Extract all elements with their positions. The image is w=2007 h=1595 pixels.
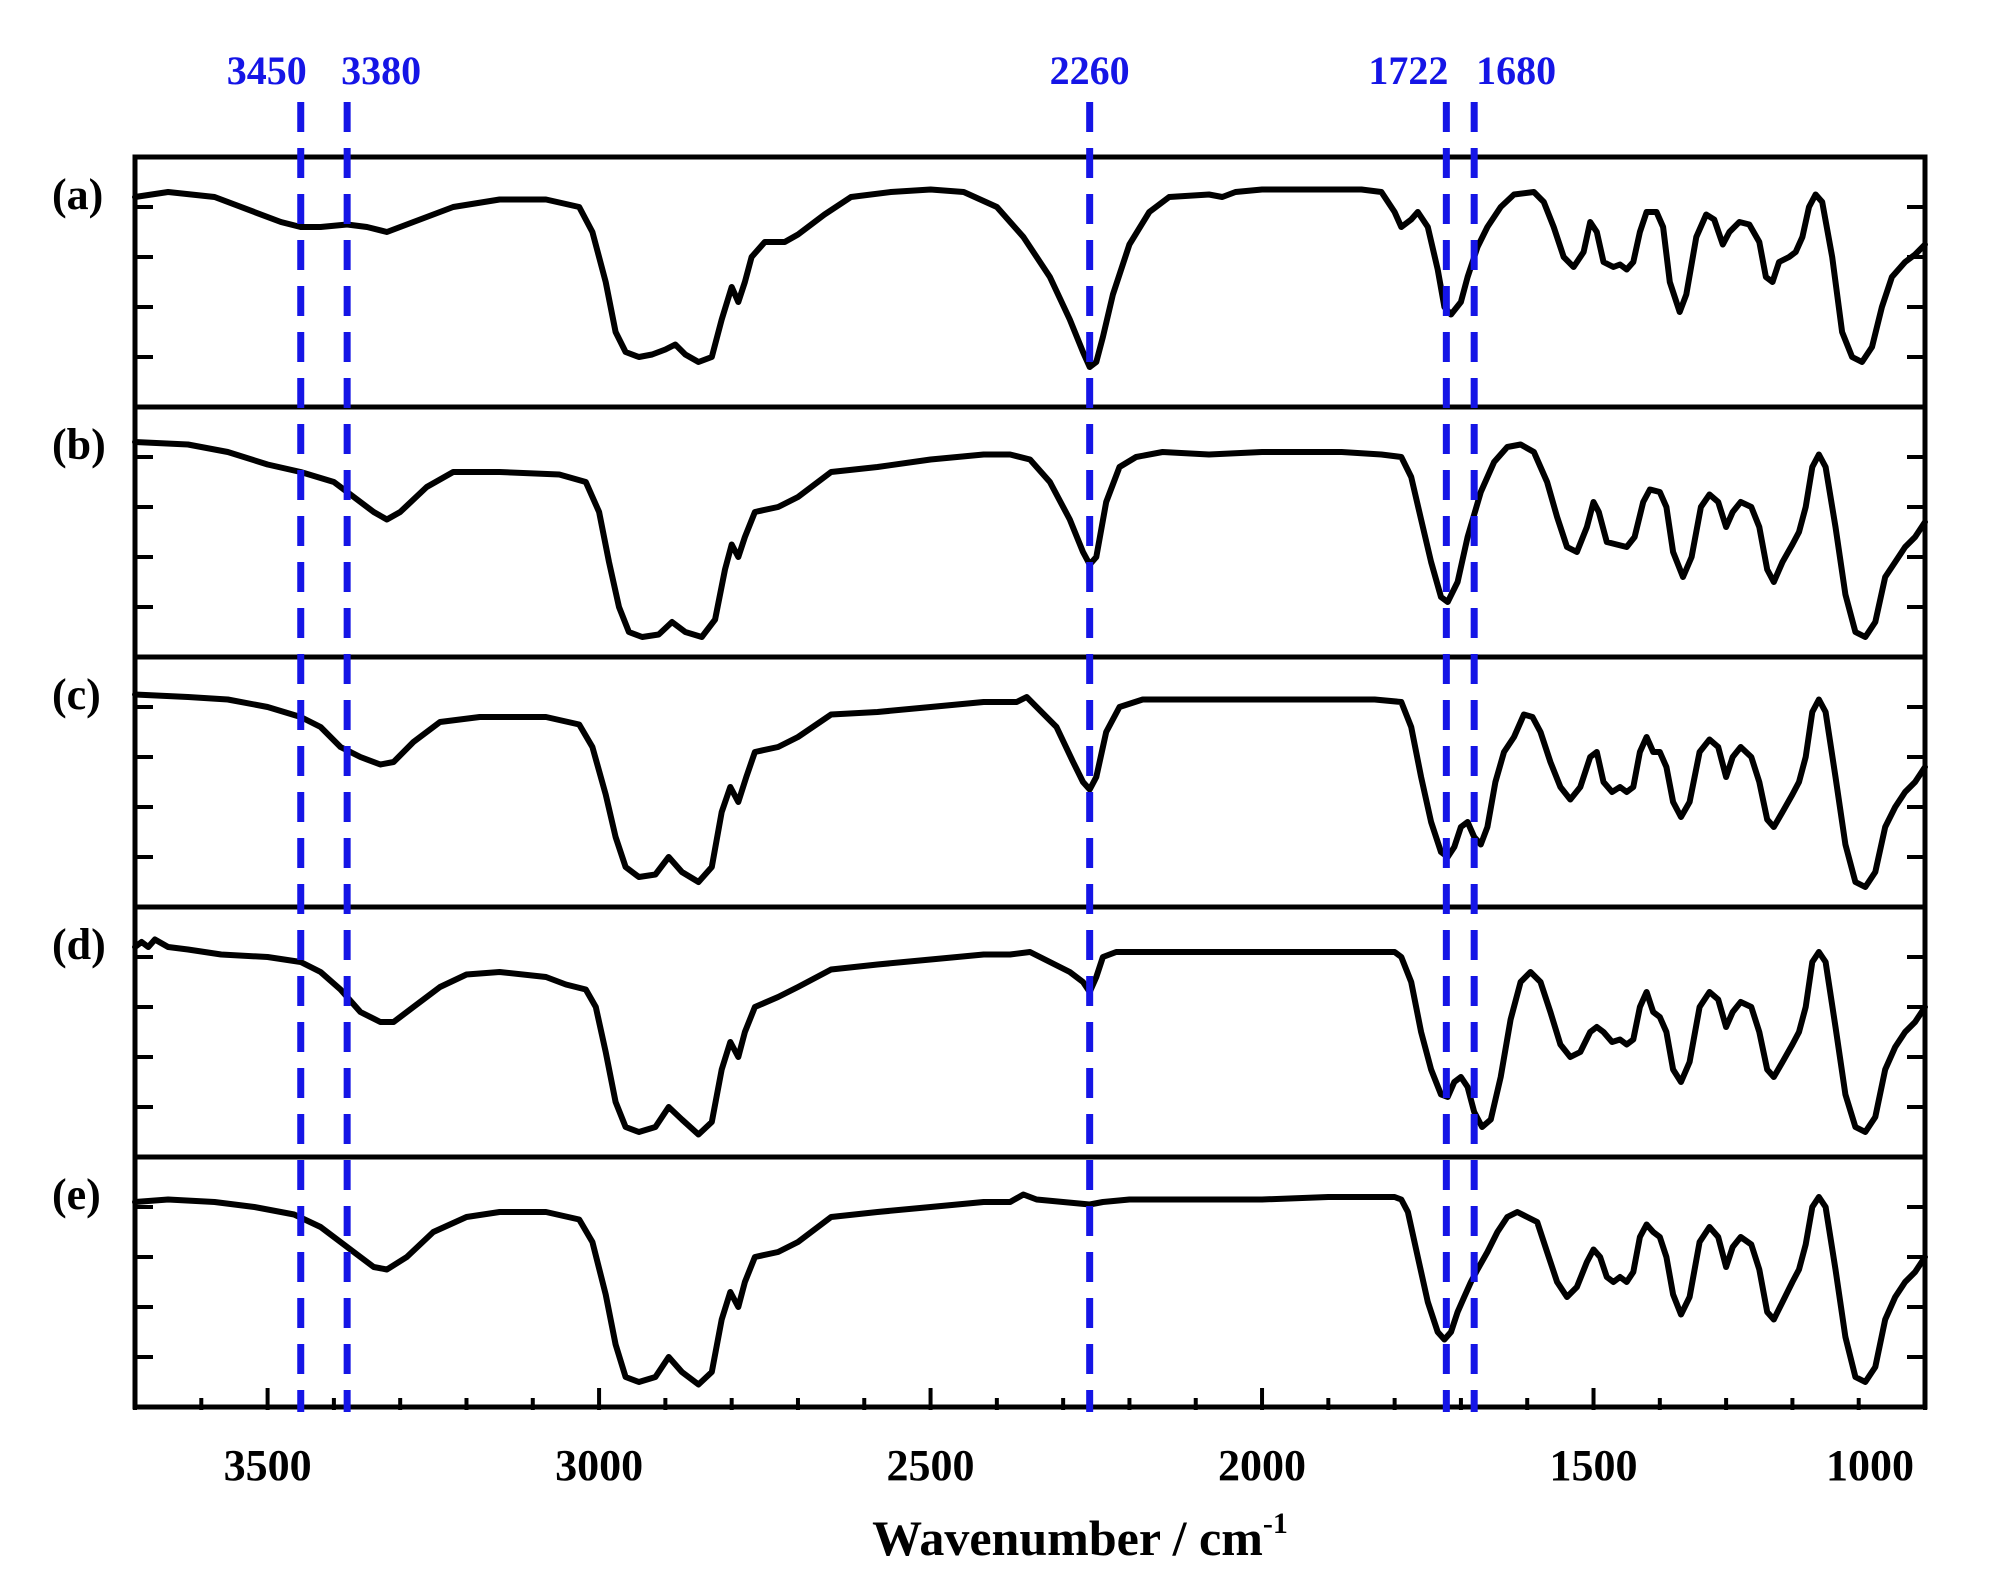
peak-label-3450: 3450 xyxy=(227,48,307,93)
x-tick-label: 1000 xyxy=(1826,1441,1914,1490)
panel-label: (a) xyxy=(52,170,103,219)
panel-label: (c) xyxy=(52,670,101,719)
peak-label-1680: 1680 xyxy=(1476,48,1556,93)
spectra-panels: (a) (b) (c) (d) (e) xyxy=(52,154,1928,1410)
peak-label-2260: 2260 xyxy=(1050,48,1130,93)
spectrum-line-d xyxy=(132,936,1928,1138)
spectrum-line-a xyxy=(132,186,1928,370)
peak-label-3380: 3380 xyxy=(341,48,421,93)
peak-label-1722: 1722 xyxy=(1368,48,1448,93)
x-axis-title-text: Wavenumber / cm xyxy=(872,1510,1263,1566)
spectrum-line-c xyxy=(132,691,1928,890)
panel-frame xyxy=(132,1154,1928,1410)
x-axis-title-superscript: -1 xyxy=(1263,1507,1288,1540)
spectrum-line-b xyxy=(132,439,1928,640)
panel-label: (d) xyxy=(52,920,106,969)
x-tick-label: 3500 xyxy=(224,1441,312,1490)
panel-label: (e) xyxy=(52,1170,101,1219)
panel-label: (b) xyxy=(52,420,106,469)
x-axis: 3500 3000 2500 2000 1500 1000 xyxy=(133,1388,1927,1490)
panel-d: (d) xyxy=(52,904,1928,1160)
x-tick-label: 2000 xyxy=(1218,1441,1306,1490)
x-tick-label: 3000 xyxy=(555,1441,643,1490)
x-tick-label: 1500 xyxy=(1550,1441,1638,1490)
x-tick-label: 2500 xyxy=(887,1441,975,1490)
x-axis-title: Wavenumber / cm-1 xyxy=(872,1507,1288,1566)
peak-annotations: 3450 3380 2260 1722 1680 xyxy=(227,48,1556,1412)
spectrum-line-e xyxy=(132,1191,1928,1388)
panel-e: (e) xyxy=(52,1154,1928,1410)
